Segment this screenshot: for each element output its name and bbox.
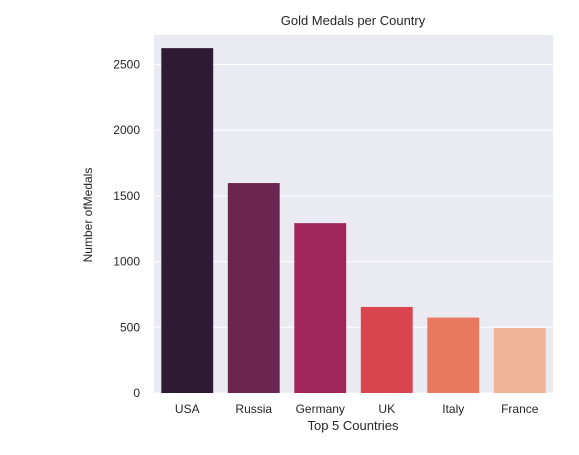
bar-germany [294,223,347,393]
y-axis-label: Number ofMedals [81,168,95,263]
x-tick-label: Russia [235,402,272,416]
bar-usa [161,48,214,394]
bar-italy [427,317,480,393]
x-tick-label: USA [175,402,200,416]
y-tick-label: 0 [133,386,140,400]
bars [161,48,546,394]
y-tick-label: 500 [120,320,140,334]
x-tick-labels: USA Russia Germany UK Italy France [175,402,539,416]
y-tick-labels: 0 500 1000 1500 2000 2500 [113,58,140,400]
bar-uk [360,306,413,393]
y-tick-label: 1000 [113,255,140,269]
plot-area [154,35,553,393]
y-tick-label: 2500 [113,58,140,72]
x-tick-label: France [501,402,539,416]
x-axis-label: Top 5 Countries [307,418,399,433]
x-tick-label: Italy [442,402,464,416]
bar-russia [227,183,280,393]
grid-lines [154,64,553,394]
x-tick-label: Germany [296,402,345,416]
y-tick-label: 2000 [113,123,140,137]
x-tick-label: UK [378,402,395,416]
chart-title: Gold Medals per Country [281,13,426,28]
bar-france [493,327,546,393]
y-tick-label: 1500 [113,189,140,203]
